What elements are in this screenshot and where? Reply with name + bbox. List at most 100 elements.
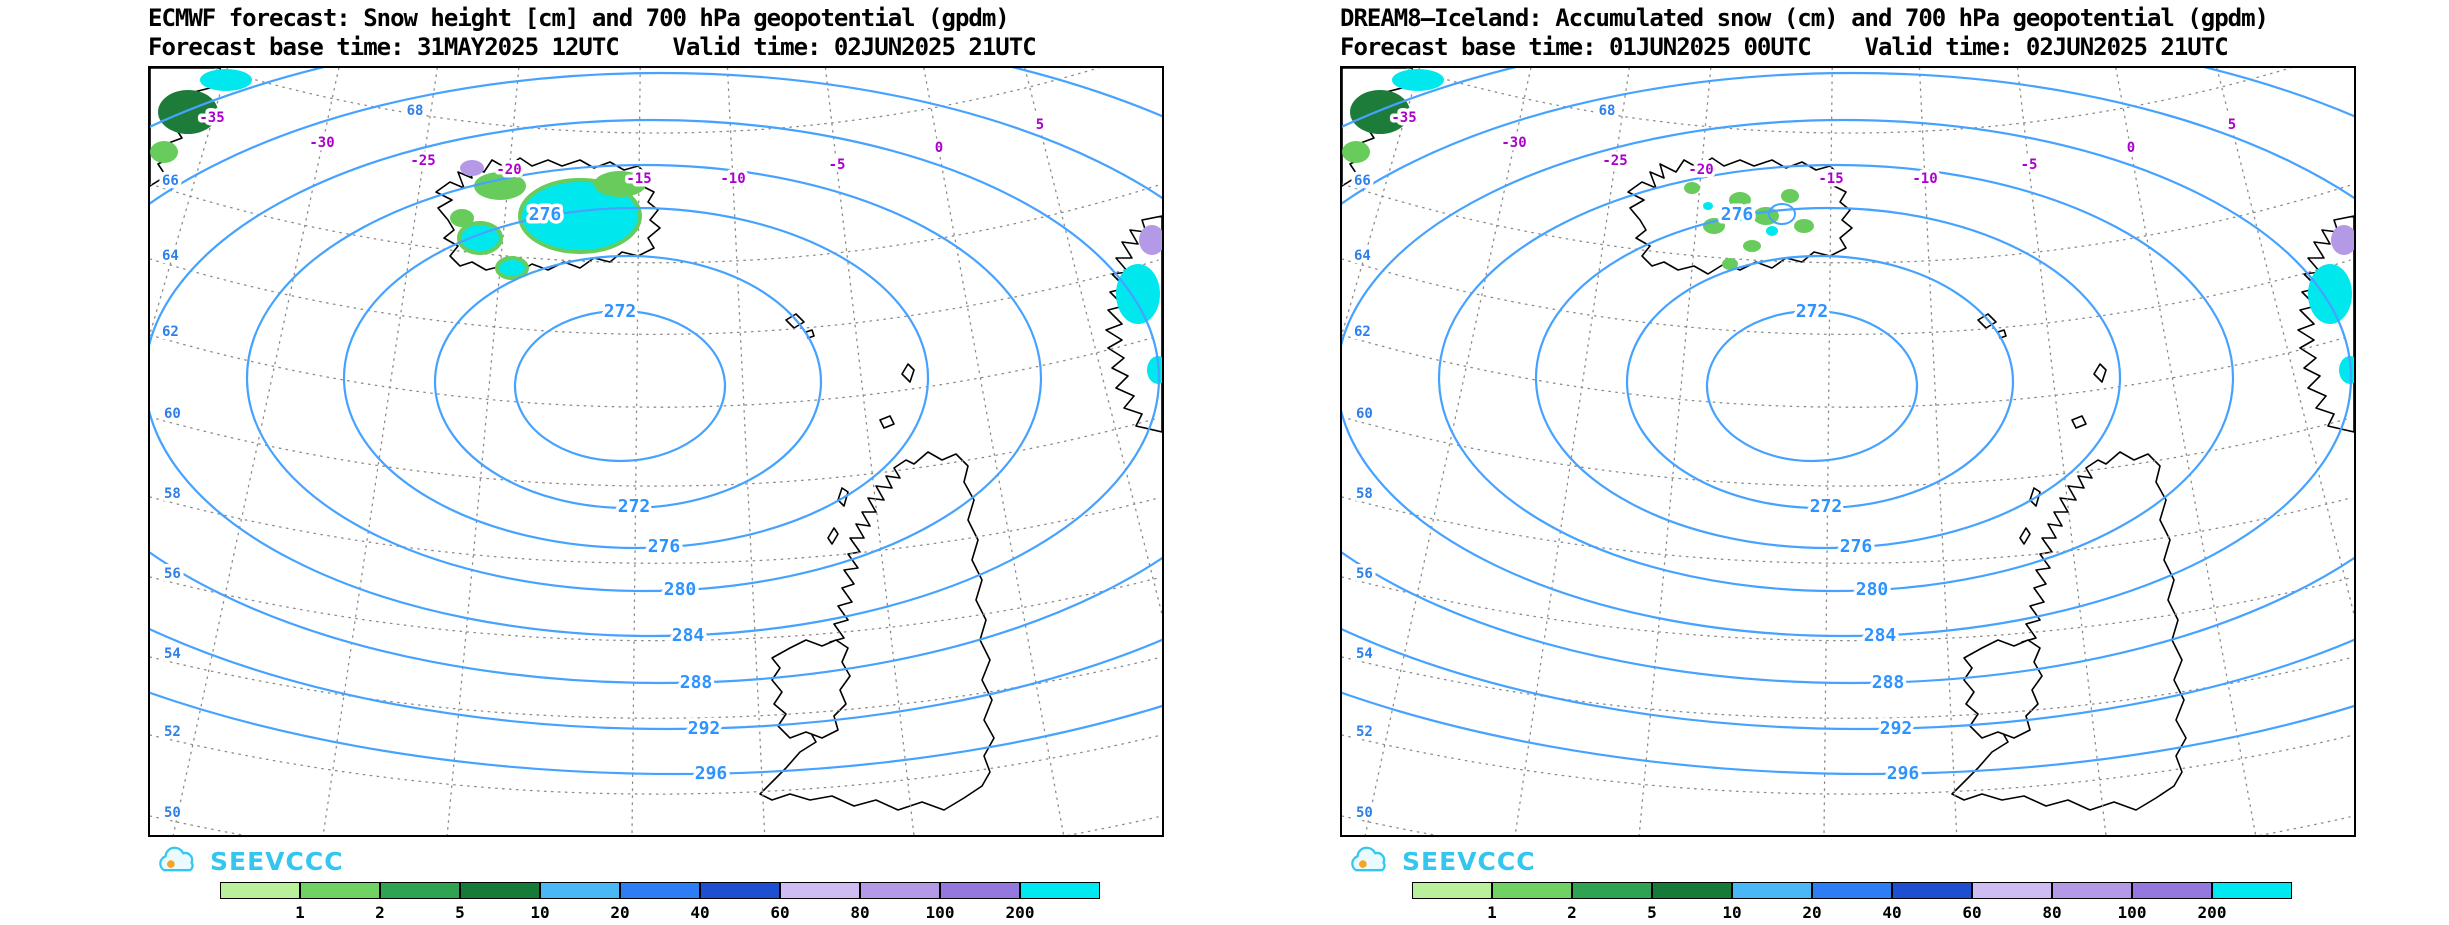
snow-patch [474,172,526,200]
latitude-label: 50 [164,805,181,821]
latitude-label: 54 [1356,646,1373,662]
longitude-line [172,68,340,835]
snow-patch [518,178,642,254]
colorbar-tick-label: 40 [690,903,710,922]
snow-patch [150,141,178,163]
colorbar-tick-mark [939,882,941,899]
snow-layer [1342,69,2354,384]
land-layer [1342,68,2354,811]
colorbar-tick-mark [1811,882,1813,899]
latitude-line [150,183,1159,264]
contour-line-272 [1705,309,1919,463]
map-labels-layer: 272 272 276 276 280 284 288 292 296 -35 -30 -25 -20 -… [1351,100,2240,825]
snow-patch [1342,141,1370,163]
snow-patch [495,256,529,280]
colorbar-tick-mark [619,882,621,899]
colorbar-tick-mark [1019,882,1021,899]
snow-colorbar: 1 2 5 10 20 40 60 80 100 200 [220,882,1100,924]
longitude-line [1823,68,1833,835]
colorbar-segment [939,883,1020,898]
latitude-label: 58 [164,486,181,502]
latitude-label: 62 [1354,324,1371,340]
latitude-label: 56 [164,566,181,582]
longitude-label: -15 [1818,171,1843,187]
contour-line-296 [150,691,1162,775]
cloud-sun-dot [1359,860,1367,868]
latitude-label: 64 [1354,248,1371,264]
seevccc-logo: SEEVCCC [154,844,1164,878]
longitude-label: -30 [1501,135,1526,151]
snow-patch [1794,219,1814,233]
colorbar-segment [300,883,381,898]
colorbar-tick-label: 20 [1802,903,1822,922]
snow-colorbar: 1 2 5 10 20 40 60 80 100 200 [1412,882,2292,924]
contour-line-292 [1342,68,2354,730]
longitude-line [2216,68,2354,617]
cloud-sun-dot [167,860,175,868]
colorbar-tick-mark [859,882,861,899]
longitude-label: -30 [309,135,334,151]
contour-label: 284 [1864,625,1897,646]
contour-label: 276 [648,536,681,557]
cloud-icon [1351,846,1386,872]
colorbar-segment [221,883,301,898]
snow-patch [1768,203,1796,225]
contour-line-276 [1534,206,2122,550]
longitude-line [2016,68,2107,835]
latitude-label: 60 [1356,406,1373,422]
snow-patch [1703,202,1713,210]
longitude-label: 5 [2228,117,2236,133]
snow-patch [1139,225,1162,255]
latitude-line [150,815,1159,835]
panel-subtitle: Forecast base time: 31MAY2025 12UTC Vali… [148,33,1037,61]
contour-line-284 [1342,118,2352,638]
panel-ecmwf: ECMWF forecast: Snow height [cm] and 700… [148,4,1164,924]
contour-line-280 [245,163,1043,593]
latitude-line [211,68,1101,134]
snow-patch [1722,258,1738,270]
coastline-islands [2019,527,2031,545]
colorbar-tick-mark [2211,882,2213,899]
longitude-line [1342,68,1421,337]
colorbar-segment [779,883,860,898]
logo-text: SEEVCCC [1402,846,1536,876]
seevccc-logo: SEEVCCC [1346,844,2356,878]
latitude-line [150,656,1159,719]
contour-line-280 [1437,163,2235,593]
panel-dream8: DREAM8–Iceland: Accumulated snow (cm) an… [1340,4,2356,924]
latitude-label: 66 [1354,173,1371,189]
colorbar-tick-label: 5 [1647,903,1657,922]
logo-text: SEEVCCC [210,846,344,876]
snow-layer [150,69,1162,384]
coastline-britain [1951,451,2187,811]
colorbar-segment [460,883,541,898]
contour-label: 276 [1840,536,1873,557]
longitude-label: -10 [1912,171,1937,187]
graticule-layer [150,68,1162,835]
longitude-line [726,68,766,835]
longitude-label: 5 [1036,117,1044,133]
colorbar-tick-mark [459,882,461,899]
latitude-line [1342,416,2351,487]
coastline-islands [827,527,839,545]
cloud-outline [1351,846,1386,872]
latitude-line [1342,258,2351,336]
snow-patch [1743,240,1761,252]
contour-label: 296 [1887,763,1920,784]
latitude-line [150,416,1159,487]
longitude-label: -20 [496,162,521,178]
colorbar-tick-mark [699,882,701,899]
colorbar-tick-mark [1971,882,1973,899]
snow-patch [2308,264,2352,324]
longitude-line [150,68,229,337]
snow-patch [1729,192,1751,208]
contour-layer [1342,68,2354,775]
snow-patch [1684,182,1700,194]
latitude-label: 62 [162,324,179,340]
colorbar-segment [1572,883,1653,898]
snow-patch [200,69,252,91]
coastline-islands [901,363,915,383]
contour-label: 288 [680,672,713,693]
coastline-ireland [1963,639,2043,739]
